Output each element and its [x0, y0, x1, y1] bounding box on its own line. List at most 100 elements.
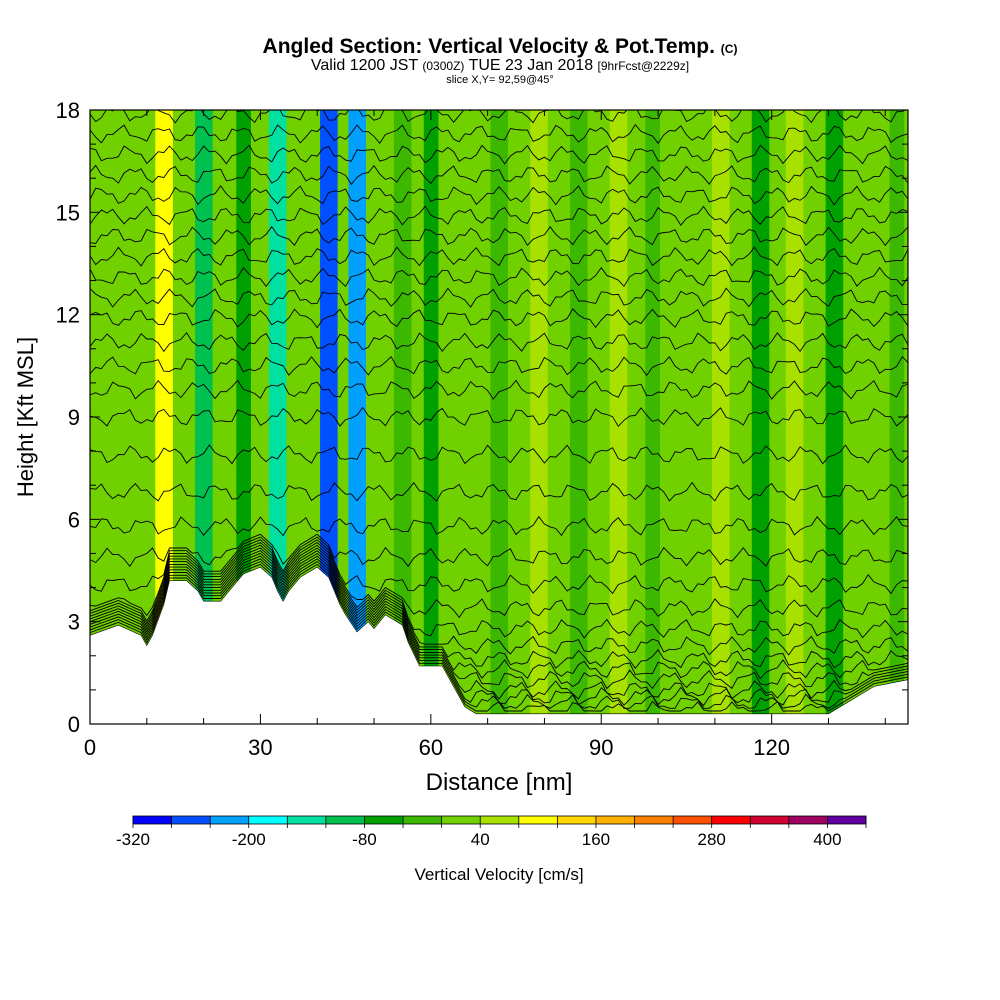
colorbar-swatch — [750, 816, 790, 824]
y-tick-label: 15 — [56, 200, 80, 225]
plot-area — [90, 110, 908, 724]
colorbar-swatch — [441, 816, 481, 824]
colorbar-swatch — [827, 816, 867, 824]
colorbar: -320 -200 -80 40 160 280 400 — [116, 815, 867, 849]
y-axis-label: Height [Kft MSL] — [13, 337, 38, 497]
contour-line-15 — [90, 406, 908, 428]
contour-line-3 — [90, 555, 908, 700]
velocity-band-7 — [348, 110, 367, 724]
forecast-label: [9hrFcst@2229z] — [597, 59, 690, 73]
contour-line-8 — [90, 541, 908, 639]
contour-line-14 — [90, 444, 908, 465]
colorbar-swatch — [595, 816, 635, 824]
colorbar-tick-label: 280 — [697, 830, 725, 849]
contour-line-22 — [90, 246, 908, 267]
chart-subtitle: Valid 1200 JST (0300Z) TUE 23 Jan 2018 [… — [0, 58, 1000, 74]
velocity-band-2 — [195, 110, 213, 724]
contour-line-11 — [90, 533, 908, 568]
contour-line-20 — [90, 287, 908, 308]
contour-line-16 — [90, 379, 908, 400]
colorbar-swatch — [557, 816, 597, 824]
velocity-band-8 — [393, 110, 412, 724]
chart-title: Angled Section: Vertical Velocity & Pot.… — [0, 36, 1000, 57]
colorbar-label: Vertical Velocity [cm/s] — [414, 865, 583, 884]
colorbar-tick-label: 160 — [582, 830, 610, 849]
velocity-band-16 — [677, 110, 696, 724]
contour-line-17 — [90, 355, 908, 377]
velocity-band-18 — [751, 110, 770, 724]
contour-line-7 — [90, 544, 908, 656]
colorbar-tick-label: -320 — [116, 830, 150, 849]
contour-line-5 — [90, 550, 908, 680]
x-tick-label: 120 — [753, 735, 790, 760]
contour-line-9 — [90, 539, 908, 619]
chart-title-text: Angled Section: Vertical Velocity & Pot.… — [262, 35, 715, 58]
velocity-band-21 — [859, 110, 878, 724]
colorbar-swatch — [287, 816, 327, 824]
contour-line-1 — [90, 561, 908, 709]
colorbar-tick-label: 400 — [813, 830, 841, 849]
y-tick-label: 3 — [68, 610, 80, 635]
contour-line-18 — [90, 331, 908, 353]
contour-line-6 — [90, 547, 908, 670]
contour-line-25 — [90, 185, 908, 206]
contour-line-24 — [90, 205, 908, 226]
colorbar-tick-label: -80 — [352, 830, 377, 849]
velocity-band-9 — [423, 110, 439, 724]
colorbar-swatch — [210, 816, 250, 824]
x-tick-label: 30 — [248, 735, 272, 760]
x-tick-label: 60 — [419, 735, 443, 760]
y-tick-label: 18 — [56, 98, 80, 123]
chart-title-block: Angled Section: Vertical Velocity & Pot.… — [0, 36, 1000, 86]
valid-prefix: Valid 1200 JST — [310, 57, 418, 74]
contour-line-19 — [90, 308, 908, 329]
contour-line-2 — [90, 558, 908, 707]
colorbar-swatch — [480, 816, 520, 824]
terrain-mask — [90, 566, 908, 724]
contour-line-13 — [90, 481, 908, 502]
velocity-band-14 — [609, 110, 628, 724]
chart-title-suffix: (C) — [720, 42, 738, 56]
x-axis-label: Distance [nm] — [426, 769, 573, 796]
valid-utc: (0300Z) — [422, 59, 465, 73]
colorbar-swatch — [364, 816, 404, 824]
contour-line-10 — [90, 536, 908, 595]
slice-label: slice X,Y= 92,59@45° — [446, 74, 554, 86]
velocity-band-0 — [101, 110, 125, 724]
y-tick-label: 6 — [68, 507, 80, 532]
colorbar-swatch — [248, 816, 288, 824]
velocity-band-17 — [712, 110, 730, 724]
x-axis: 0 30 60 90 120 — [84, 110, 886, 760]
contour-line-27 — [90, 144, 908, 165]
colorbar-swatch — [171, 816, 211, 824]
y-tick-label: 12 — [56, 303, 80, 328]
y-tick-label: 9 — [68, 405, 80, 430]
contour-line-4 — [90, 552, 908, 690]
x-tick-label: 0 — [84, 735, 96, 760]
velocity-band-15 — [645, 110, 660, 724]
velocity-band-20 — [825, 110, 844, 724]
colorbar-swatch — [634, 816, 674, 824]
velocity-band-13 — [570, 110, 588, 724]
contour-line-23 — [90, 225, 908, 247]
colorbar-swatch — [403, 816, 442, 824]
potential-temperature-contours — [90, 110, 908, 712]
velocity-band-22 — [889, 110, 905, 724]
colorbar-swatch — [711, 816, 751, 824]
colorbar-swatch — [673, 816, 712, 824]
colorbar-swatch — [788, 816, 828, 824]
contour-line-26 — [90, 164, 908, 186]
colorbar-swatch — [133, 816, 172, 824]
y-axis: 0 3 6 9 12 15 18 — [56, 98, 908, 737]
y-tick-label: 0 — [68, 712, 80, 737]
colorbar-swatch — [518, 816, 558, 824]
colorbar-swatch — [325, 816, 365, 824]
colorbar-tick-label: -200 — [232, 830, 266, 849]
contour-line-28 — [90, 123, 908, 145]
valid-date: TUE 23 Jan 2018 — [468, 57, 594, 74]
velocity-band-12 — [530, 110, 548, 724]
contour-line-21 — [90, 266, 908, 288]
contour-line-12 — [90, 515, 908, 537]
velocity-band-11 — [490, 110, 509, 724]
